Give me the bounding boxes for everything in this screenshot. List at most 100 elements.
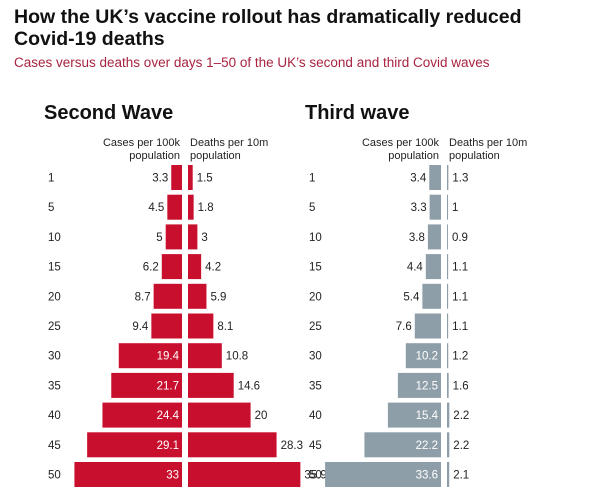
second-wave-cases-bar xyxy=(102,402,182,428)
second-wave-cases-bar xyxy=(74,462,182,487)
second-wave-cases-bar xyxy=(161,254,182,280)
day-label: 10 xyxy=(48,232,61,244)
second-wave-deaths-bar xyxy=(188,165,193,190)
third-wave-cases-bar xyxy=(405,343,441,369)
third-wave-cases-value: 3.4 xyxy=(410,173,427,185)
third-wave-deaths-header-line2: population xyxy=(449,150,500,162)
second-wave-cases-bar xyxy=(151,313,182,339)
third-wave-cases-bar xyxy=(429,194,441,220)
second-wave-deaths-value: 10.8 xyxy=(226,351,248,363)
third-wave-deaths-header-line1: Deaths per 10m xyxy=(449,137,527,149)
third-wave-cases-header-line2: population xyxy=(388,150,439,162)
second-wave-deaths-value: 28.3 xyxy=(281,440,303,452)
second-wave-cases-bar xyxy=(111,372,182,398)
third-wave-deaths-bar xyxy=(447,432,450,458)
day-label: 35 xyxy=(48,380,61,392)
third-wave-deaths-bar xyxy=(447,343,449,369)
second-wave-deaths-header-line1: Deaths per 10m xyxy=(190,137,268,149)
third-wave-cases-bar xyxy=(325,462,441,487)
day-label: 30 xyxy=(309,351,322,363)
day-label: 1 xyxy=(309,173,315,185)
second-wave-deaths-bar xyxy=(188,432,277,458)
third-wave-deaths-bar xyxy=(447,254,449,280)
day-label: 30 xyxy=(48,351,61,363)
second-wave-deaths-bar xyxy=(188,283,207,309)
third-wave-deaths-bar xyxy=(447,402,450,428)
second-wave-cases-bar xyxy=(167,194,182,220)
third-wave-cases-header-line1: Cases per 100k xyxy=(362,137,440,149)
second-wave-cases-value: 6.2 xyxy=(143,262,159,274)
third-wave-cases-bar xyxy=(425,254,441,280)
second-wave-cases-value: 24.4 xyxy=(157,410,180,422)
third-wave-deaths-value: 2.1 xyxy=(453,470,469,482)
second-wave-cases-value: 4.5 xyxy=(148,202,164,214)
second-wave-deaths-value: 5.9 xyxy=(210,291,226,303)
day-label: 35 xyxy=(309,380,322,392)
day-label: 5 xyxy=(309,202,315,214)
day-label: 1 xyxy=(48,173,54,185)
second-wave-cases-value: 3.3 xyxy=(152,173,168,185)
second-wave-cases-bar xyxy=(87,432,182,458)
second-wave-deaths-bar xyxy=(188,224,198,250)
day-label: 50 xyxy=(48,470,61,482)
second-wave-deaths-bar xyxy=(188,313,214,339)
day-label: 15 xyxy=(48,262,61,274)
second-wave-deaths-value: 3 xyxy=(201,232,207,244)
second-wave-cases-bar xyxy=(153,283,182,309)
second-wave-cases-bar xyxy=(118,343,182,369)
third-wave-cases-bar xyxy=(364,432,441,458)
third-wave-cases-value: 22.2 xyxy=(416,440,438,452)
third-wave-cases-bar xyxy=(387,402,441,428)
third-wave-deaths-value: 1.2 xyxy=(452,351,468,363)
day-label: 25 xyxy=(309,321,322,333)
third-wave-cases-value: 3.3 xyxy=(411,202,427,214)
chart-subtitle: Cases versus deaths over days 1–50 of th… xyxy=(14,55,490,70)
third-wave-deaths-value: 1.1 xyxy=(452,262,468,274)
third-wave-deaths-bar xyxy=(447,194,449,220)
third-wave-cases-value: 5.4 xyxy=(403,291,420,303)
day-label: 25 xyxy=(48,321,61,333)
second-wave-cases-value: 5 xyxy=(156,232,162,244)
day-label: 10 xyxy=(309,232,322,244)
second-wave-deaths-value: 14.6 xyxy=(238,380,260,392)
second-wave-cases-header-line2: population xyxy=(129,150,180,162)
second-wave-deaths-bar xyxy=(188,462,301,487)
second-wave-cases-value: 21.7 xyxy=(157,380,179,392)
third-wave-deaths-value: 1 xyxy=(452,202,458,214)
third-wave-cases-value: 10.2 xyxy=(416,351,438,363)
second-wave-deaths-bar xyxy=(188,402,251,428)
day-label: 15 xyxy=(309,262,322,274)
third-wave-cases-value: 4.4 xyxy=(407,262,424,274)
day-label: 45 xyxy=(48,440,61,452)
third-wave-cases-bar xyxy=(397,372,441,398)
day-label: 40 xyxy=(48,410,61,422)
third-wave-deaths-bar xyxy=(447,313,449,339)
third-wave-deaths-bar xyxy=(447,372,449,398)
second-wave-title: Second Wave xyxy=(44,102,173,124)
third-wave-cases-bar xyxy=(422,283,441,309)
second-wave-cases-value: 9.4 xyxy=(132,321,149,333)
second-wave-deaths-value: 4.2 xyxy=(205,262,221,274)
second-wave-cases-value: 29.1 xyxy=(157,440,179,452)
second-wave-deaths-header-line2: population xyxy=(190,150,241,162)
second-wave-cases-value: 8.7 xyxy=(135,291,151,303)
second-wave-deaths-bar xyxy=(188,254,202,280)
third-wave-cases-bar xyxy=(427,224,441,250)
day-label: 40 xyxy=(309,410,322,422)
day-label: 50 xyxy=(309,470,322,482)
third-wave-deaths-value: 1.1 xyxy=(452,291,468,303)
day-label: 20 xyxy=(48,291,61,303)
day-label: 45 xyxy=(309,440,322,452)
second-wave-deaths-value: 1.8 xyxy=(198,202,214,214)
third-wave-cases-value: 33.6 xyxy=(416,470,438,482)
day-label: 20 xyxy=(309,291,322,303)
third-wave-deaths-value: 1.3 xyxy=(452,173,468,185)
third-wave-cases-bar xyxy=(429,165,441,190)
second-wave-cases-value: 19.4 xyxy=(157,351,180,363)
third-wave-deaths-bar xyxy=(447,283,449,309)
third-wave-deaths-value: 2.2 xyxy=(453,410,469,422)
second-wave-cases-bar xyxy=(165,224,182,250)
second-wave-deaths-value: 35.9 xyxy=(304,470,326,482)
third-wave-deaths-value: 1.1 xyxy=(452,321,468,333)
